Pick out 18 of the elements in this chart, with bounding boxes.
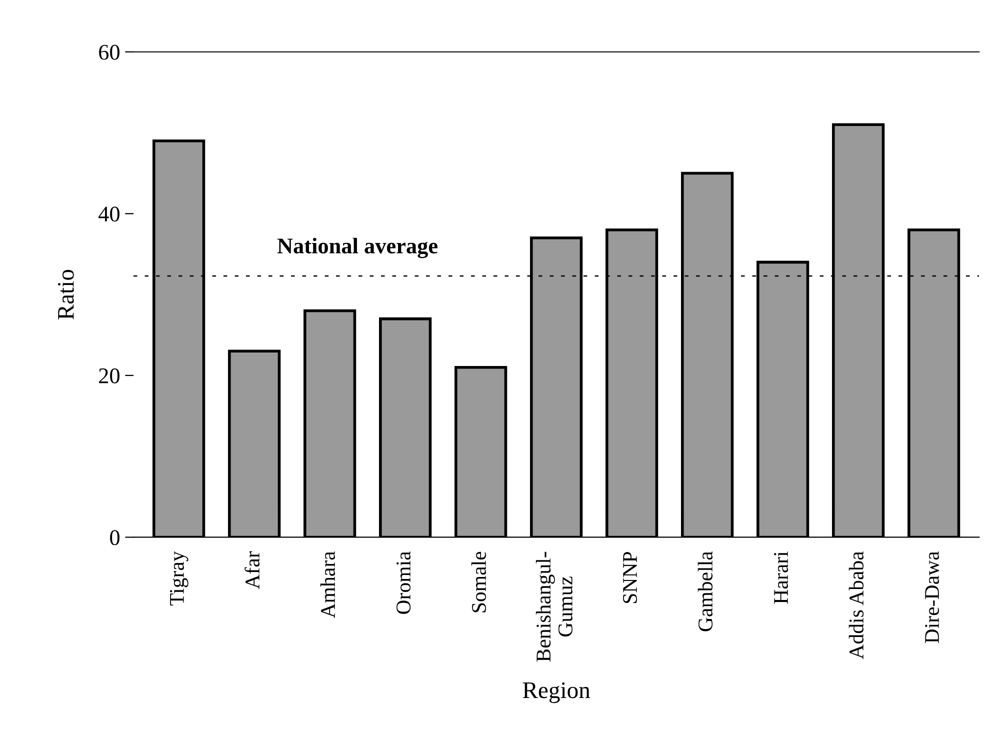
x-tick-label: Tigray	[170, 551, 188, 606]
x-tick-label: Oromia	[396, 551, 411, 614]
y-axis-title: Ratio	[58, 270, 74, 320]
x-tick-label: Harari	[774, 552, 788, 604]
x-tick-label: Benishangul- Gumuz	[536, 552, 572, 662]
x-tick-label: Somale	[471, 552, 486, 612]
x-tick-label: Amhara	[320, 551, 336, 618]
x-tick-label: SNNP	[623, 552, 638, 603]
y-tick-label: 40	[98, 206, 120, 222]
y-tick-label: 20	[99, 368, 120, 384]
x-tick-label: Gambella	[698, 551, 713, 632]
x-tick-label: Afar	[244, 551, 260, 590]
x-tick-label: Dire-Dawa	[925, 551, 940, 644]
ref-line-label: National average	[277, 238, 438, 258]
x-axis-title: Region	[522, 682, 590, 704]
y-tick-label: 60	[99, 44, 120, 60]
y-tick-label: 0	[110, 530, 120, 546]
x-tick-label: Addis Ababa	[848, 551, 864, 660]
